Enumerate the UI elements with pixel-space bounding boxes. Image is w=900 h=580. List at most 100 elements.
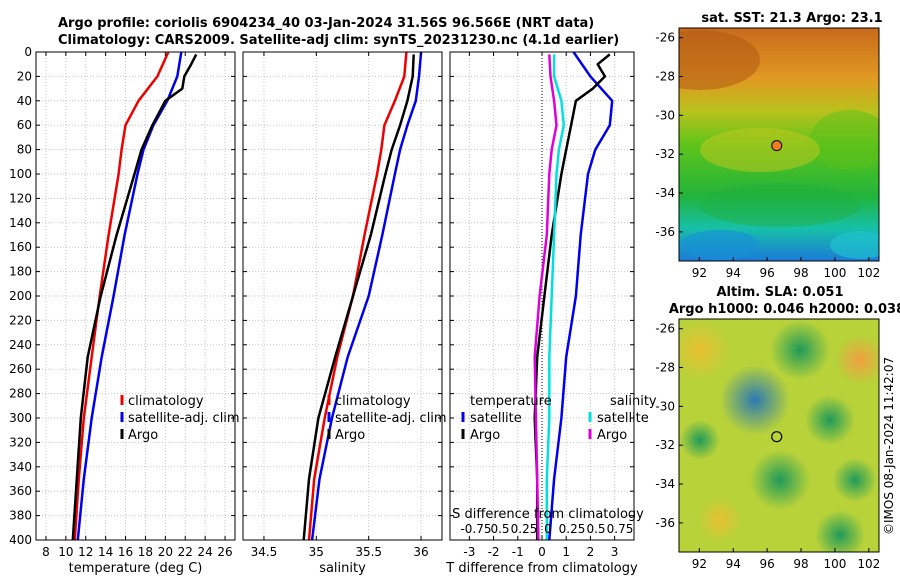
map-y-tick-label: -26 xyxy=(655,31,675,45)
y-tick-label: 180 xyxy=(9,265,32,279)
x-tick-label: 24 xyxy=(198,545,213,559)
sla-map: 92 94 96 98 100 102 -26 -28 -30 -32 -34 -36 Altim. … xyxy=(655,285,900,571)
y-tick-label: 260 xyxy=(9,362,32,376)
figure-title-line1: Argo profile: coriolis 6904234_40 03-Jan… xyxy=(58,16,595,31)
x-tick-label: 35 xyxy=(309,545,324,559)
x-tick-label-top: 0.5 xyxy=(586,522,605,536)
y-tick-label: 200 xyxy=(9,289,32,303)
x-tick-label: 8 xyxy=(42,545,50,559)
series-group xyxy=(302,52,423,540)
x-tick-label-top: 0.25 xyxy=(559,522,586,536)
x-tick-label: 16 xyxy=(118,545,133,559)
x-tick-label-top: 0.75 xyxy=(607,522,634,536)
sst-argo-marker xyxy=(771,140,783,152)
legend-label: satellite xyxy=(470,411,522,426)
y-tick-label: 160 xyxy=(9,240,32,254)
legend-label: satellite-adj. clim xyxy=(335,411,447,426)
x-tick-label: 26 xyxy=(217,545,232,559)
map-x-tick-label: 102 xyxy=(857,266,880,280)
y-tick-label: 340 xyxy=(9,460,32,474)
figure-title-line2: Climatology: CARS2009. Satellite-adj cli… xyxy=(58,33,620,48)
map-x-tick-label: 92 xyxy=(692,557,707,571)
x-tick-label: 20 xyxy=(158,545,173,559)
map-x-tick-label: 100 xyxy=(823,266,846,280)
x-tick-label: -3 xyxy=(463,545,475,559)
temperature-panel: 8 10 12 14 16 18 20 22 24 26020406080100120140160… xyxy=(9,45,240,576)
legend-label: climatology xyxy=(335,394,411,409)
x-tick-label: 22 xyxy=(178,545,193,559)
map-y-tick-label: -26 xyxy=(655,322,675,336)
legend-label: Argo xyxy=(128,428,158,443)
map-x-tick-label: 98 xyxy=(793,266,808,280)
y-tick-label: 40 xyxy=(17,94,32,108)
x-tick-label-top: 0 xyxy=(544,522,552,536)
series-line-satellite-adj-clim xyxy=(310,52,423,540)
y-tick-label: 320 xyxy=(9,435,32,449)
sla-map-title-line2: Argo h1000: 0.046 h2000: 0.038 xyxy=(669,302,900,317)
y-tick-label: 120 xyxy=(9,191,32,205)
x-tick-label: 36 xyxy=(413,545,428,559)
map-x-tick-label: 98 xyxy=(793,557,808,571)
copyright-text: ©IMOS 08-Jan-2024 11:42:07 xyxy=(882,357,896,535)
y-tick-label: 360 xyxy=(9,484,32,498)
series-group xyxy=(533,52,614,540)
sst-map: 92 94 96 98 100 102 -26 -28 -30 -32 -34 -36 sat. SS… xyxy=(655,11,882,280)
y-tick-label: 400 xyxy=(9,533,32,547)
map-y-tick-label: -30 xyxy=(655,108,675,122)
map-y-tick-label: -32 xyxy=(655,438,675,452)
x-tick-label: -2 xyxy=(488,545,500,559)
y-tick-label: 220 xyxy=(9,313,32,327)
series-line-t-argo xyxy=(533,53,611,540)
series-line-argo xyxy=(71,53,198,540)
map-x-tick-label: 102 xyxy=(857,557,880,571)
map-y-tick-label: -36 xyxy=(655,516,675,530)
y-tick-label: 20 xyxy=(17,69,32,83)
series-line-argo xyxy=(302,54,415,540)
x-tick-label-top: 0.5 xyxy=(490,522,509,536)
legend-label: satellite xyxy=(597,411,649,426)
y-tick-label: 300 xyxy=(9,411,32,425)
x-tick-label: 12 xyxy=(78,545,93,559)
x-axis-label-top: S difference from climatology xyxy=(452,507,644,522)
series-line-t-satellite xyxy=(548,52,614,540)
map-y-tick-label: -34 xyxy=(655,186,675,200)
y-tick-label: 380 xyxy=(9,509,32,523)
map-y-tick-label: -30 xyxy=(655,399,675,413)
legend-title-temperature: temperature xyxy=(470,394,552,409)
x-tick-label: 34.5 xyxy=(251,545,278,559)
map-y-tick-label: -34 xyxy=(655,477,675,491)
x-tick-label: 1 xyxy=(562,545,570,559)
legend-title-salinity: salinity xyxy=(610,394,657,409)
map-y-tick-label: -36 xyxy=(655,225,675,239)
x-tick-label: 2 xyxy=(587,545,595,559)
salinity-panel: 34.5 35 35.5 36 salinity climatology satellite… xyxy=(242,51,447,576)
legend-label: Argo xyxy=(470,428,500,443)
legend-label: satellite-adj. clim xyxy=(128,411,240,426)
x-tick-label: -1 xyxy=(512,545,524,559)
legend-label: Argo xyxy=(335,428,365,443)
map-x-tick-label: 100 xyxy=(823,557,846,571)
y-tick-label: 100 xyxy=(9,167,32,181)
x-tick-label-top: -0.75 xyxy=(460,522,491,536)
sla-argo-marker xyxy=(771,431,783,443)
y-tick-label: 280 xyxy=(9,387,32,401)
x-axis-label: T difference from climatology xyxy=(445,561,638,576)
legend-label: climatology xyxy=(128,394,204,409)
y-tick-label: 0 xyxy=(24,45,32,59)
x-tick-label: 18 xyxy=(138,545,153,559)
x-tick-label: 14 xyxy=(98,545,113,559)
legend-label: Argo xyxy=(597,428,627,443)
map-x-tick-label: 96 xyxy=(759,557,774,571)
series-group xyxy=(71,52,198,540)
series-line-climatology xyxy=(307,52,408,540)
map-y-tick-label: -28 xyxy=(655,361,675,375)
x-tick-label: 35.5 xyxy=(355,545,382,559)
x-axis-label: temperature (deg C) xyxy=(69,561,203,576)
x-tick-label: 3 xyxy=(611,545,619,559)
map-y-tick-label: -32 xyxy=(655,147,675,161)
y-tick-label: 140 xyxy=(9,216,32,230)
map-x-tick-label: 94 xyxy=(726,557,741,571)
map-x-tick-label: 94 xyxy=(726,266,741,280)
x-tick-label-top: 0.25 xyxy=(511,522,538,536)
